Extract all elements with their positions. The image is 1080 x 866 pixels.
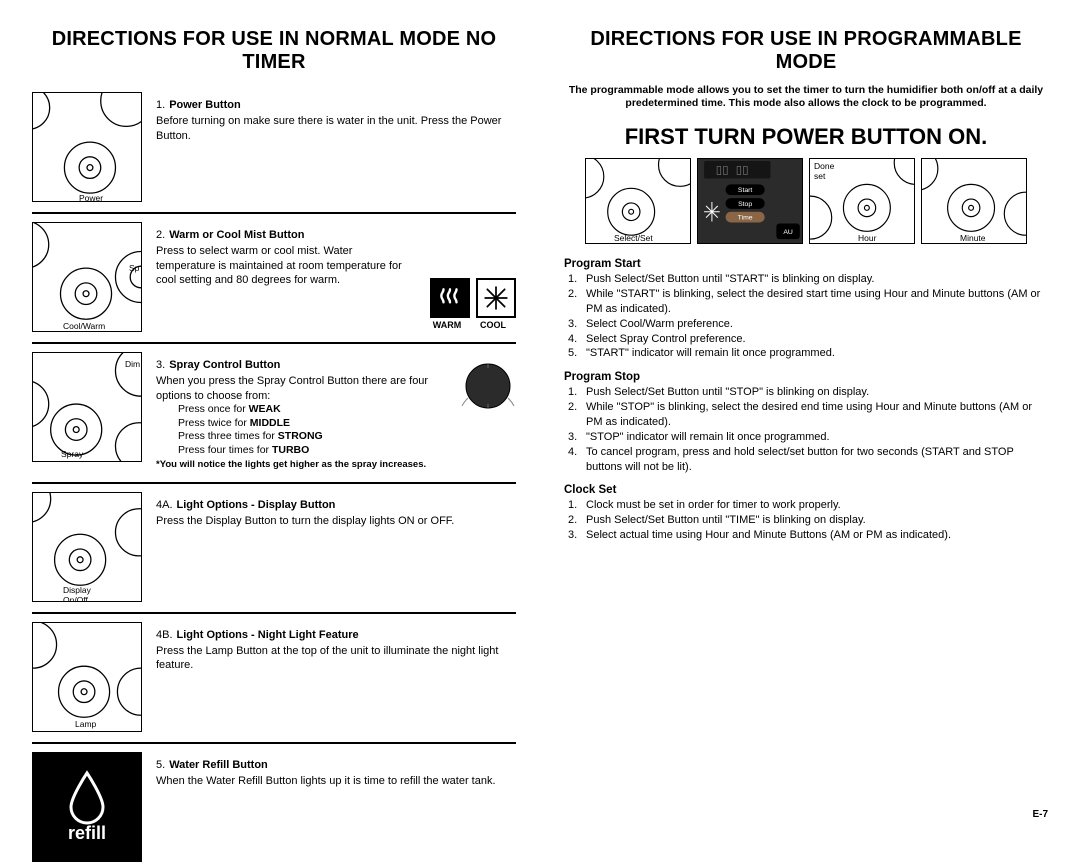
list-item: "START" indicator will remain lit once p…	[564, 346, 1048, 361]
thumb-minute: Minute	[921, 158, 1027, 244]
step-row: Lamp 4B.Light Options - Night Light Feat…	[32, 612, 516, 742]
manual-spread: DIRECTIONS FOR USE IN NORMAL MODE NO TIM…	[0, 0, 1080, 834]
thumb-selectset: Select/Set	[585, 158, 691, 244]
thumb-hour: Done set Hour	[809, 158, 915, 244]
step-title: 5.Water Refill Button	[156, 758, 516, 772]
programmable-thumbs: Select/Set ▯▯ ▯▯ Start Stop Time AU	[564, 158, 1048, 244]
list-item: Select actual time using Hour and Minute…	[564, 528, 1048, 543]
thumb-display-panel: ▯▯ ▯▯ Start Stop Time AU	[697, 158, 803, 244]
cool-icon	[476, 278, 516, 318]
section-list: Push Select/Set Button until "STOP" is b…	[564, 385, 1048, 474]
thumb-label: Lamp	[75, 719, 96, 729]
step-body: When you press the Spray Control Button …	[156, 374, 444, 403]
thumb-spray: Spray Control Dim	[32, 352, 142, 462]
section-list: Push Select/Set Button until "START" is …	[564, 272, 1048, 361]
right-intro: The programmable mode allows you to set …	[564, 84, 1048, 110]
svg-text:▯▯ ▯▯: ▯▯ ▯▯	[716, 164, 749, 178]
thumb-label: Spray Control	[61, 449, 88, 462]
right-heading: DIRECTIONS FOR USE IN PROGRAMMABLE MODE	[564, 28, 1048, 74]
list-item: Select Cool/Warm preference.	[564, 317, 1048, 332]
thumb-power: Power	[32, 92, 142, 202]
step-text: 2.Warm or Cool Mist Button Press to sele…	[156, 222, 516, 332]
list-item: Push Select/Set Button until "STOP" is b…	[564, 385, 1048, 400]
list-item: Select Spray Control preference.	[564, 332, 1048, 347]
step-text: 5.Water Refill Button When the Water Ref…	[156, 752, 516, 862]
svg-text:Stop: Stop	[738, 201, 752, 208]
thumb-label: Sp	[129, 263, 139, 273]
list-item: "STOP" indicator will remain lit once pr…	[564, 430, 1048, 445]
section-heading: Clock Set	[564, 484, 1048, 496]
right-page: DIRECTIONS FOR USE IN PROGRAMMABLE MODE …	[540, 0, 1080, 834]
step-body: Press the Display Button to turn the dis…	[156, 514, 516, 528]
spray-options: Press once for WEAK Press twice for MIDD…	[156, 403, 444, 458]
svg-text:AU: AU	[783, 229, 793, 236]
thumb-display: Display On/Off	[32, 492, 142, 602]
warm-icon	[430, 278, 470, 318]
step-title: 2.Warm or Cool Mist Button	[156, 228, 414, 242]
step-row: Cool/Warm Sp 2.Warm or Cool Mist Button …	[32, 212, 516, 342]
step-title: 4B.Light Options - Night Light Feature	[156, 628, 516, 642]
thumb-label: Power	[79, 193, 103, 202]
step-text: 4A.Light Options - Display Button Press …	[156, 492, 516, 602]
prog-sections: Program Start Push Select/Set Button unti…	[564, 258, 1048, 543]
step-row: Spray Control Dim 3.Spray Control Button…	[32, 342, 516, 482]
section-heading: Program Stop	[564, 371, 1048, 383]
left-page: DIRECTIONS FOR USE IN NORMAL MODE NO TIM…	[0, 0, 540, 834]
step-row: refill 5.Water Refill Button When the Wa…	[32, 742, 516, 866]
step-row: Display On/Off 4A.Light Options - Displa…	[32, 482, 516, 612]
left-heading: DIRECTIONS FOR USE IN NORMAL MODE NO TIM…	[32, 28, 516, 74]
thumb-label: Dim	[125, 359, 140, 369]
page-number-right: E-7	[1032, 809, 1048, 820]
step-body: Press the Lamp Button at the top of the …	[156, 644, 516, 673]
step-text: 4B.Light Options - Night Light Feature P…	[156, 622, 516, 732]
section-heading: Program Start	[564, 258, 1048, 270]
step-text: 3.Spray Control Button When you press th…	[156, 352, 516, 472]
svg-text:Start: Start	[738, 187, 753, 194]
warm-cool-icons: WARMCOOL	[424, 278, 516, 332]
spray-footnote: *You will notice the lights get higher a…	[156, 459, 444, 471]
list-item: While "STOP" is blinking, select the des…	[564, 400, 1048, 430]
list-item: To cancel program, press and hold select…	[564, 445, 1048, 475]
thumb-label: Display On/Off	[63, 585, 91, 602]
step-body: When the Water Refill Button lights up i…	[156, 774, 516, 788]
step-body: Before turning on make sure there is wat…	[156, 114, 516, 143]
step-row: Power 1.Power Button Before turning on m…	[32, 84, 516, 212]
list-item: Clock must be set in order for timer to …	[564, 498, 1048, 513]
thumb-lamp: Lamp	[32, 622, 142, 732]
list-item: Push Select/Set Button until "TIME" is b…	[564, 513, 1048, 528]
step-title: 1.Power Button	[156, 98, 516, 112]
list-item: While "START" is blinking, select the de…	[564, 287, 1048, 317]
list-item: Push Select/Set Button until "START" is …	[564, 272, 1048, 287]
thumb-refill: refill	[32, 752, 142, 862]
svg-text:Time: Time	[738, 215, 753, 222]
thumb-coolwarm: Cool/Warm Sp	[32, 222, 142, 332]
spray-knob-graphic	[460, 358, 516, 414]
right-subhead: FIRST TURN POWER BUTTON ON.	[564, 124, 1048, 150]
step-title: 4A.Light Options - Display Button	[156, 498, 516, 512]
page-number-left: E-6	[32, 809, 48, 820]
section-list: Clock must be set in order for timer to …	[564, 498, 1048, 543]
step-title: 3.Spray Control Button	[156, 358, 444, 372]
step-body: Press to select warm or cool mist. Water…	[156, 244, 414, 287]
step-text: 1.Power Button Before turning on make su…	[156, 92, 516, 202]
thumb-label: Cool/Warm	[63, 321, 105, 331]
